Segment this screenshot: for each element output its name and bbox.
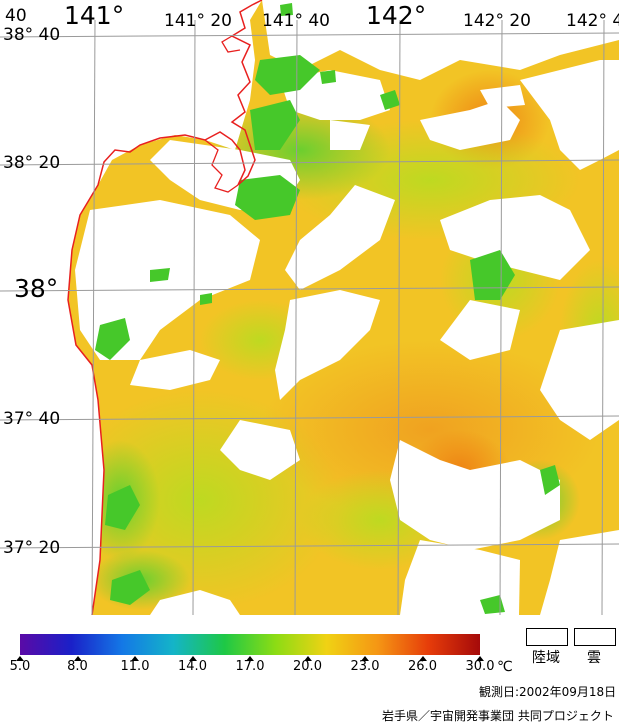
colorbar-tick-label: 20.0	[293, 659, 322, 674]
cloud-legend-label: 雲	[587, 650, 601, 666]
lat-label-37-40: 37° 40	[3, 409, 61, 429]
colorbar-tick-label: 17.0	[235, 659, 265, 674]
grid-lon-142	[397, 19, 401, 615]
lon-label-140-40: 40	[5, 6, 27, 26]
colorbar-tick	[246, 656, 254, 661]
lon-label-141-40: 141° 40	[262, 11, 330, 31]
grid-lat-37-40	[0, 415, 619, 421]
coastline	[67, 0, 263, 615]
temperature-colorbar	[20, 634, 480, 655]
colorbar-tick	[418, 656, 427, 661]
grid-lat-37-20	[0, 543, 619, 549]
lon-label-142-40: 142° 40	[566, 11, 619, 31]
cloud-legend-swatch	[574, 628, 616, 646]
colorbar-tick	[73, 656, 82, 661]
cloud-cover	[75, 0, 619, 615]
colorbar-tick	[188, 656, 197, 661]
grid-lon-141	[91, 19, 96, 615]
lat-label-38: 38°	[14, 274, 59, 303]
colorbar-tick	[361, 656, 369, 661]
lon-label-141-20: 141° 20	[164, 11, 232, 31]
lon-label-142: 142°	[366, 1, 427, 30]
sst-map-canvas	[0, 0, 619, 615]
colorbar-tick-label: 30.0	[465, 659, 495, 674]
lon-label-142-20: 142° 20	[463, 11, 531, 31]
grid-lon-141-20	[192, 19, 196, 615]
grid-lat-38-40	[0, 32, 619, 38]
grid-lon-142-20	[499, 19, 503, 615]
land-legend-label: 陸域	[532, 650, 560, 666]
colorbar-tick-label: 14.0	[178, 659, 207, 674]
grid-lon-142-40	[601, 19, 605, 615]
graticule	[0, 19, 619, 615]
lat-label-38-20: 38° 20	[3, 153, 61, 173]
colorbar-unit: ℃	[497, 659, 513, 675]
colorbar-tick	[303, 656, 312, 661]
credit-line: 岩手県／宇宙開発事業団 共同プロジェクト	[382, 709, 614, 723]
colorbar-tick-label: 5.0	[9, 659, 31, 674]
colorbar-tick	[476, 656, 484, 661]
grid-lat-38	[0, 286, 619, 292]
grid-lat-38-20	[0, 159, 619, 166]
observation-date: 観測日:2002年09月18日	[479, 685, 617, 699]
colorbar-tick	[131, 656, 139, 661]
lon-label-141: 141°	[64, 1, 125, 30]
land-legend-swatch	[526, 628, 568, 646]
inlet-coastline	[221, 35, 241, 53]
colorbar-tick-label: 11.0	[120, 659, 150, 674]
colorbar-tick-label: 26.0	[408, 659, 437, 674]
lat-label-38-40: 38° 40	[3, 25, 61, 45]
bay-coastline	[204, 139, 239, 193]
colorbar-tick	[16, 656, 24, 661]
grid-lon-141-40	[294, 19, 298, 615]
colorbar-tick-label: 8.0	[67, 659, 88, 674]
cold-water-patches	[95, 3, 560, 614]
colorbar-tick-label: 23.0	[350, 659, 380, 674]
lat-label-37-20: 37° 20	[3, 538, 61, 558]
